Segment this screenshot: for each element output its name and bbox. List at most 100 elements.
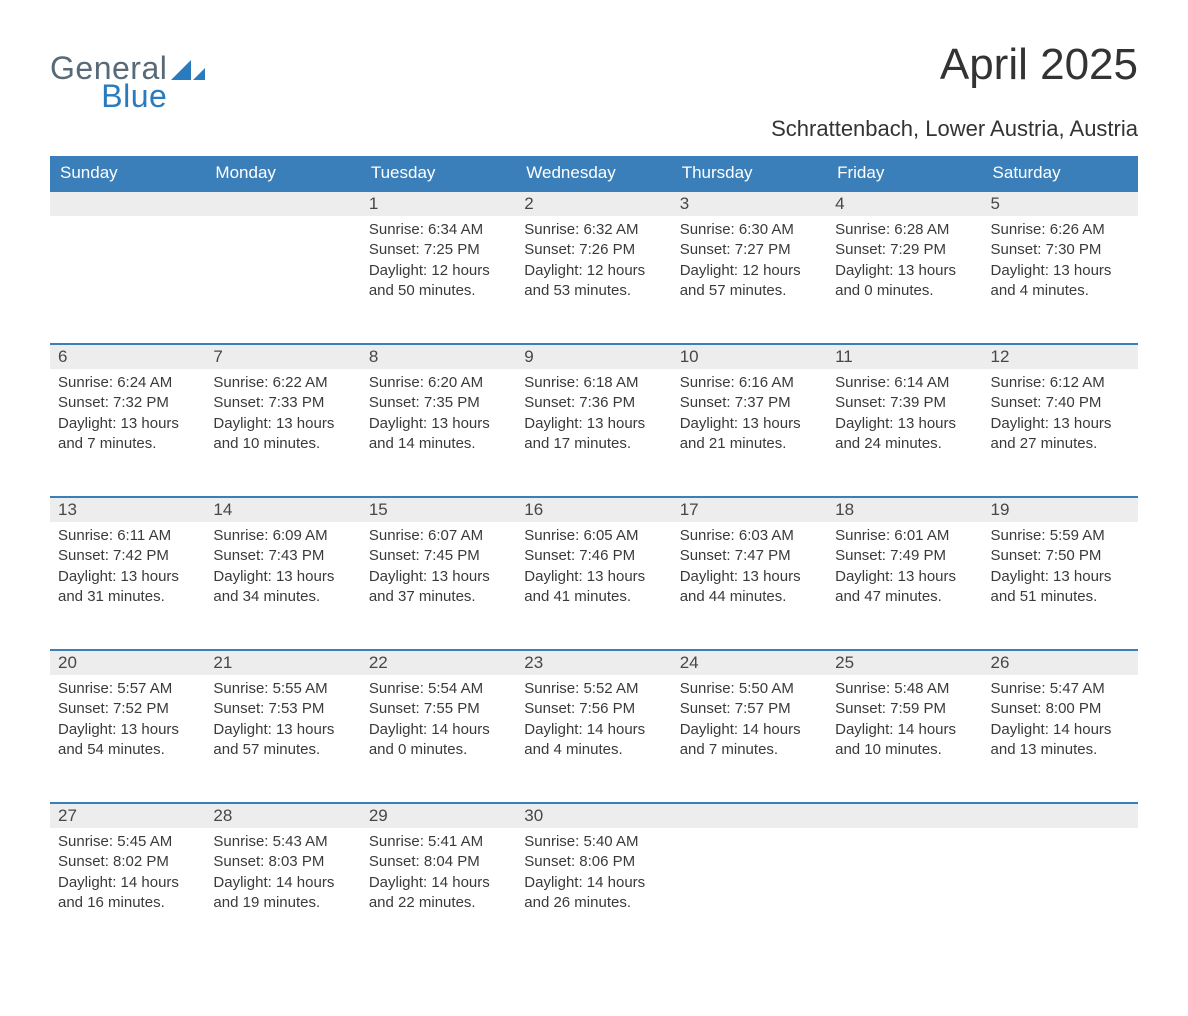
daylight-text: Daylight: 12 hours and 50 minutes.	[369, 261, 508, 302]
sunrise-text: Sunrise: 6:12 AM	[991, 373, 1130, 393]
day-content-cell: Sunrise: 5:40 AMSunset: 8:06 PMDaylight:…	[516, 828, 671, 956]
daylight-text: Daylight: 13 hours and 51 minutes.	[991, 567, 1130, 608]
day-number-cell: 2	[516, 191, 671, 216]
day-number-row: 20212223242526	[50, 650, 1138, 675]
day-number-cell: 9	[516, 344, 671, 369]
sunset-text: Sunset: 7:57 PM	[680, 699, 819, 719]
weekday-header: Sunday	[50, 156, 205, 191]
page-subtitle: Schrattenbach, Lower Austria, Austria	[50, 116, 1138, 142]
day-content-cell: Sunrise: 6:24 AMSunset: 7:32 PMDaylight:…	[50, 369, 205, 497]
sunrise-text: Sunrise: 5:48 AM	[835, 679, 974, 699]
sunrise-text: Sunrise: 5:45 AM	[58, 832, 197, 852]
day-number-cell: 16	[516, 497, 671, 522]
day-number-cell: 3	[672, 191, 827, 216]
day-number-cell: 30	[516, 803, 671, 828]
day-number-cell: 6	[50, 344, 205, 369]
sunrise-text: Sunrise: 6:14 AM	[835, 373, 974, 393]
sunrise-text: Sunrise: 5:40 AM	[524, 832, 663, 852]
calendar-header-row: SundayMondayTuesdayWednesdayThursdayFrid…	[50, 156, 1138, 191]
day-content-cell: Sunrise: 6:18 AMSunset: 7:36 PMDaylight:…	[516, 369, 671, 497]
daylight-text: Daylight: 13 hours and 17 minutes.	[524, 414, 663, 455]
day-number-cell: 21	[205, 650, 360, 675]
day-content-cell: Sunrise: 6:05 AMSunset: 7:46 PMDaylight:…	[516, 522, 671, 650]
day-content-cell: Sunrise: 5:45 AMSunset: 8:02 PMDaylight:…	[50, 828, 205, 956]
day-number-cell: 17	[672, 497, 827, 522]
day-number-cell: 12	[983, 344, 1138, 369]
day-number-cell	[827, 803, 982, 828]
day-content-row: Sunrise: 6:24 AMSunset: 7:32 PM Daylight:…	[50, 369, 1138, 497]
day-number-cell	[672, 803, 827, 828]
sunset-text: Sunset: 7:32 PM	[58, 393, 197, 413]
brand-logo: General Blue	[50, 52, 205, 112]
daylight-text: Daylight: 13 hours and 10 minutes.	[213, 414, 352, 455]
day-number-cell: 5	[983, 191, 1138, 216]
day-number-cell	[50, 191, 205, 216]
daylight-text: Daylight: 13 hours and 57 minutes.	[213, 720, 352, 761]
day-content-cell: Sunrise: 6:20 AMSunset: 7:35 PMDaylight:…	[361, 369, 516, 497]
daylight-text: Daylight: 14 hours and 26 minutes.	[524, 873, 663, 914]
day-content-cell: Sunrise: 6:11 AMSunset: 7:42 PMDaylight:…	[50, 522, 205, 650]
day-content-cell: Sunrise: 5:48 AMSunset: 7:59 PMDaylight:…	[827, 675, 982, 803]
day-content-cell: Sunrise: 5:50 AMSunset: 7:57 PMDaylight:…	[672, 675, 827, 803]
day-content-cell: Sunrise: 6:14 AMSunset: 7:39 PMDaylight:…	[827, 369, 982, 497]
day-number-cell: 23	[516, 650, 671, 675]
daylight-text: Daylight: 14 hours and 13 minutes.	[991, 720, 1130, 761]
page-title: April 2025	[940, 40, 1138, 90]
day-number-cell	[205, 191, 360, 216]
day-content-cell: Sunrise: 6:30 AMSunset: 7:27 PMDaylight:…	[672, 216, 827, 344]
day-content-cell: Sunrise: 5:54 AMSunset: 7:55 PMDaylight:…	[361, 675, 516, 803]
day-content-cell: Sunrise: 5:41 AMSunset: 8:04 PMDaylight:…	[361, 828, 516, 956]
sunset-text: Sunset: 7:30 PM	[991, 240, 1130, 260]
sunset-text: Sunset: 7:42 PM	[58, 546, 197, 566]
day-content-cell: Sunrise: 6:12 AMSunset: 7:40 PMDaylight:…	[983, 369, 1138, 497]
day-number-cell: 13	[50, 497, 205, 522]
sunset-text: Sunset: 8:00 PM	[991, 699, 1130, 719]
day-content-cell: Sunrise: 6:32 AMSunset: 7:26 PMDaylight:…	[516, 216, 671, 344]
sunrise-text: Sunrise: 6:30 AM	[680, 220, 819, 240]
daylight-text: Daylight: 13 hours and 31 minutes.	[58, 567, 197, 608]
day-content-row: Sunrise: 6:34 AMSunset: 7:25 PMDaylight:…	[50, 216, 1138, 344]
sunrise-text: Sunrise: 6:22 AM	[213, 373, 352, 393]
day-number-cell: 27	[50, 803, 205, 828]
daylight-text: Daylight: 13 hours and 0 minutes.	[835, 261, 974, 302]
day-content-cell	[983, 828, 1138, 956]
daylight-text: Daylight: 14 hours and 0 minutes.	[369, 720, 508, 761]
daylight-text: Daylight: 13 hours and 4 minutes.	[991, 261, 1130, 302]
sunset-text: Sunset: 7:37 PM	[680, 393, 819, 413]
day-number-cell: 25	[827, 650, 982, 675]
sunrise-text: Sunrise: 6:18 AM	[524, 373, 663, 393]
day-number-row: 13141516171819	[50, 497, 1138, 522]
daylight-text: Daylight: 12 hours and 53 minutes.	[524, 261, 663, 302]
day-number-row: 6789101112	[50, 344, 1138, 369]
day-content-cell: Sunrise: 6:09 AMSunset: 7:43 PMDaylight:…	[205, 522, 360, 650]
daylight-text: Daylight: 13 hours and 27 minutes.	[991, 414, 1130, 455]
day-number-row: 12345	[50, 191, 1138, 216]
sunrise-text: Sunrise: 6:24 AM	[58, 373, 197, 393]
day-content-cell: Sunrise: 6:28 AMSunset: 7:29 PMDaylight:…	[827, 216, 982, 344]
daylight-text: Daylight: 13 hours and 37 minutes.	[369, 567, 508, 608]
daylight-text: Daylight: 13 hours and 34 minutes.	[213, 567, 352, 608]
day-content-cell: Sunrise: 5:43 AMSunset: 8:03 PMDaylight:…	[205, 828, 360, 956]
daylight-text: Daylight: 14 hours and 10 minutes.	[835, 720, 974, 761]
day-content-cell: Sunrise: 5:55 AMSunset: 7:53 PMDaylight:…	[205, 675, 360, 803]
day-content-cell	[205, 216, 360, 344]
day-content-cell	[672, 828, 827, 956]
sunset-text: Sunset: 8:06 PM	[524, 852, 663, 872]
day-number-cell	[983, 803, 1138, 828]
daylight-text: Daylight: 14 hours and 4 minutes.	[524, 720, 663, 761]
daylight-text: Daylight: 13 hours and 24 minutes.	[835, 414, 974, 455]
day-number-cell: 7	[205, 344, 360, 369]
sunset-text: Sunset: 8:04 PM	[369, 852, 508, 872]
sunrise-text: Sunrise: 5:50 AM	[680, 679, 819, 699]
day-content-cell: Sunrise: 6:22 AMSunset: 7:33 PMDaylight:…	[205, 369, 360, 497]
logo-word-2: Blue	[50, 80, 167, 112]
sunset-text: Sunset: 7:47 PM	[680, 546, 819, 566]
weekday-header: Thursday	[672, 156, 827, 191]
day-number-cell: 29	[361, 803, 516, 828]
sunset-text: Sunset: 7:53 PM	[213, 699, 352, 719]
day-number-row: 27282930	[50, 803, 1138, 828]
day-content-cell: Sunrise: 5:59 AMSunset: 7:50 PMDaylight:…	[983, 522, 1138, 650]
day-content-row: Sunrise: 5:57 AMSunset: 7:52 PMDaylight:…	[50, 675, 1138, 803]
day-content-row: Sunrise: 6:11 AMSunset: 7:42 PMDaylight:…	[50, 522, 1138, 650]
sunset-text: Sunset: 7:25 PM	[369, 240, 508, 260]
